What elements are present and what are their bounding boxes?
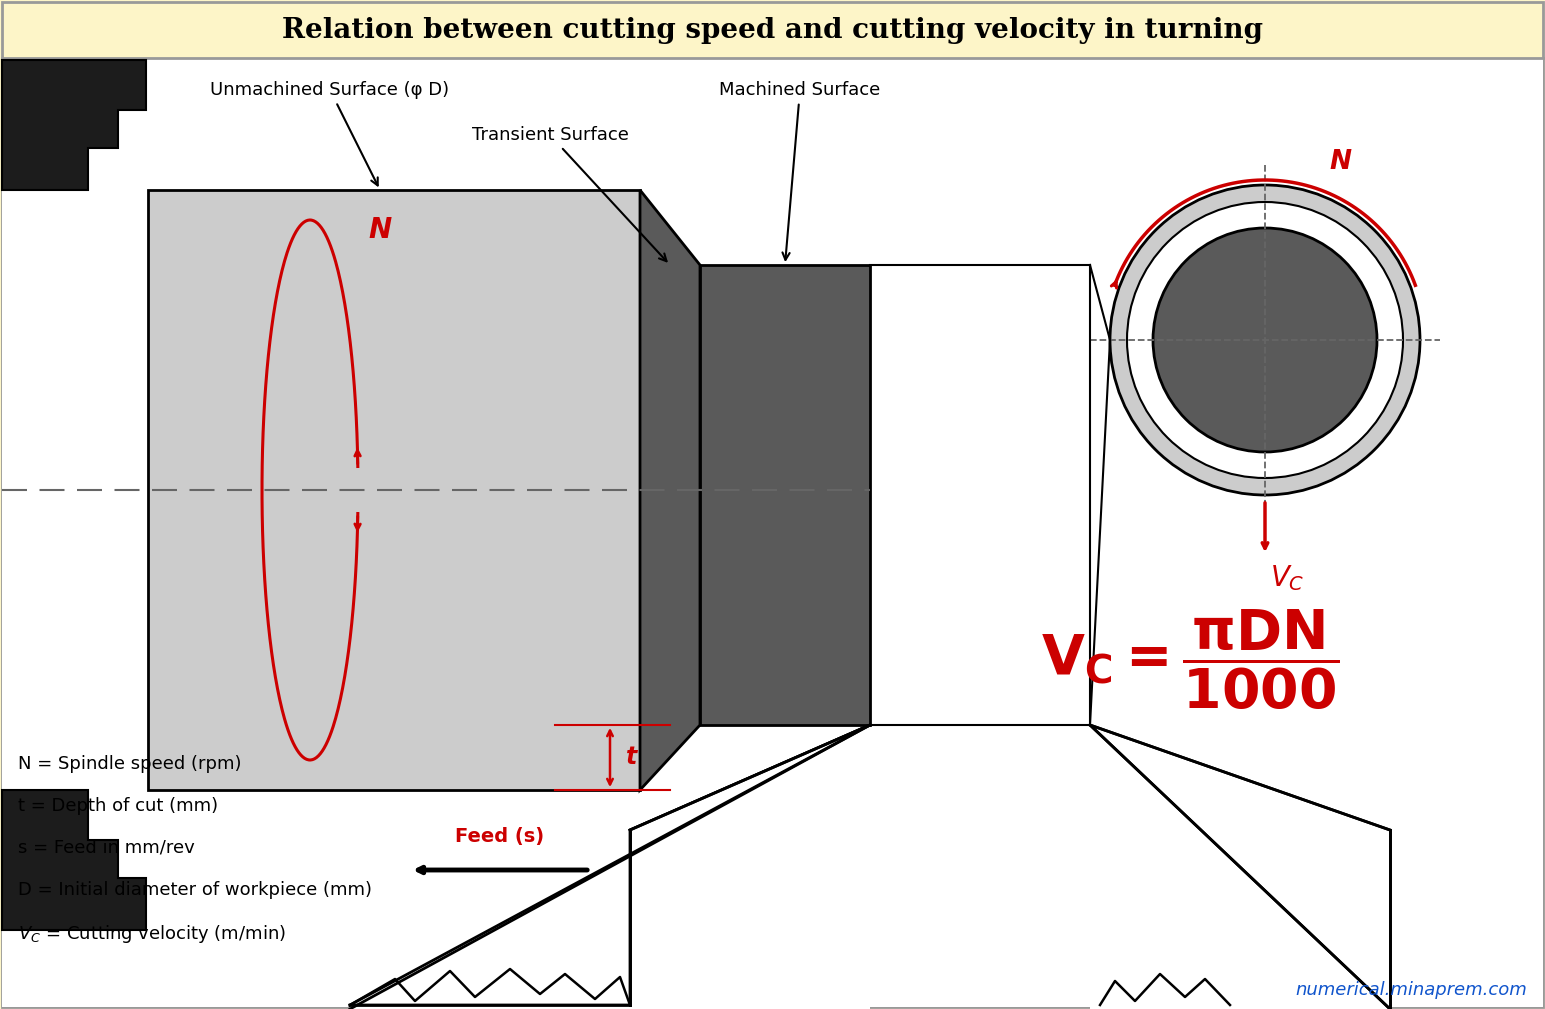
Text: N = Spindle speed (rpm): N = Spindle speed (rpm): [19, 755, 241, 773]
Text: N: N: [1329, 149, 1350, 175]
Text: Machined Surface: Machined Surface: [720, 81, 881, 260]
Polygon shape: [2, 790, 145, 930]
Text: $V_C$ = Cutting velocity (m/min): $V_C$ = Cutting velocity (m/min): [19, 923, 286, 945]
Polygon shape: [351, 725, 870, 1007]
Text: N: N: [368, 216, 391, 244]
Text: t = Depth of cut (mm): t = Depth of cut (mm): [19, 797, 218, 815]
Text: Transient Surface: Transient Surface: [471, 126, 666, 261]
Circle shape: [1109, 185, 1420, 495]
Polygon shape: [2, 60, 145, 190]
Text: t: t: [626, 746, 637, 770]
Text: $V_C$: $V_C$: [1270, 563, 1304, 593]
Text: Unmachined Surface (φ D): Unmachined Surface (φ D): [210, 81, 450, 186]
Polygon shape: [1091, 725, 1390, 1009]
Text: D = Initial diameter of workpiece (mm): D = Initial diameter of workpiece (mm): [19, 881, 372, 899]
Text: s = Feed in mm/rev: s = Feed in mm/rev: [19, 839, 195, 857]
Polygon shape: [351, 725, 870, 1009]
Text: $\mathbf{V_C = \dfrac{\pi DN}{1000}}$: $\mathbf{V_C = \dfrac{\pi DN}{1000}}$: [1041, 607, 1340, 712]
Circle shape: [1153, 228, 1377, 452]
Bar: [700, 265, 870, 725]
Circle shape: [1126, 202, 1403, 478]
Text: Feed (s): Feed (s): [456, 827, 544, 846]
Polygon shape: [640, 190, 700, 790]
Bar: [148, 190, 640, 790]
Text: Relation between cutting speed and cutting velocity in turning: Relation between cutting speed and cutti…: [283, 17, 1262, 44]
Text: numerical.minaprem.com: numerical.minaprem.com: [1295, 981, 1526, 999]
